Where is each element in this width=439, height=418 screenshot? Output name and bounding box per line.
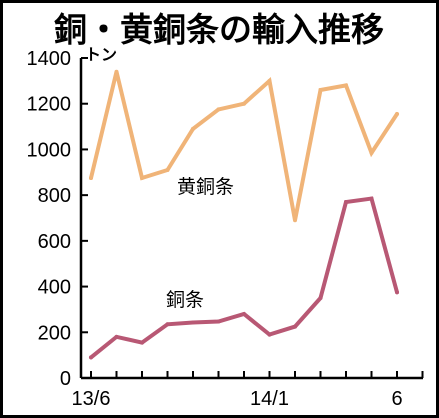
data-point-brass-strip	[344, 83, 348, 88]
data-point-brass-strip	[369, 150, 374, 155]
x-tick-label: 6	[391, 388, 402, 410]
data-point-brass-strip	[395, 112, 399, 116]
y-tick-label: 200	[38, 322, 71, 344]
x-tick-label: 13/6	[72, 388, 111, 410]
x-tick-label: 14/1	[250, 388, 289, 410]
data-point-copper-strip	[216, 319, 221, 324]
series-line-copper-strip	[89, 196, 399, 360]
data-point-copper-strip	[114, 334, 119, 339]
data-point-copper-strip	[140, 340, 144, 345]
data-point-copper-strip	[165, 322, 170, 327]
data-point-brass-strip	[267, 78, 272, 83]
chart-svg: 銅・黄銅条の輸入推移 トン 0 200 400 600 800 1000 1200 1400 1…	[27, 10, 424, 410]
y-tick-label: 1000	[27, 139, 72, 161]
series-label-copper-strip: 銅条	[166, 289, 204, 311]
data-point-brass-strip	[216, 107, 221, 112]
chart-title: 銅・黄銅条の輸入推移	[54, 10, 384, 49]
axes: 0 200 400 600 800 1000 1200 1400 13/6 14/1 6	[27, 48, 424, 410]
data-point-brass-strip	[318, 88, 323, 92]
series-line-brass-strip	[89, 71, 399, 221]
data-point-copper-strip	[293, 324, 297, 329]
data-point-copper-strip	[318, 296, 323, 300]
data-point-copper-strip	[395, 290, 399, 295]
data-point-brass-strip	[89, 176, 93, 180]
data-point-brass-strip	[293, 218, 297, 223]
y-tick-label: 400	[38, 277, 71, 299]
data-point-copper-strip	[242, 312, 246, 316]
y-tick-label: 1400	[27, 48, 72, 70]
unit-label: トン	[85, 45, 117, 64]
data-point-copper-strip	[89, 355, 93, 360]
y-tick-label: 600	[38, 231, 71, 253]
series-label-brass-strip: 黄銅条	[177, 176, 234, 198]
data-point-brass-strip	[140, 176, 144, 180]
data-point-brass-strip	[165, 168, 170, 172]
y-tick-label: 0	[60, 368, 71, 390]
data-point-brass-strip	[191, 126, 195, 131]
data-point-brass-strip	[114, 69, 119, 74]
series-layer	[89, 69, 399, 360]
data-point-brass-strip	[242, 101, 246, 106]
data-point-copper-strip	[191, 320, 195, 325]
data-point-copper-strip	[344, 200, 348, 204]
data-point-copper-strip	[267, 332, 272, 337]
data-point-copper-strip	[369, 196, 374, 201]
y-tick-label: 800	[38, 185, 71, 207]
y-tick-label: 1200	[27, 94, 72, 116]
